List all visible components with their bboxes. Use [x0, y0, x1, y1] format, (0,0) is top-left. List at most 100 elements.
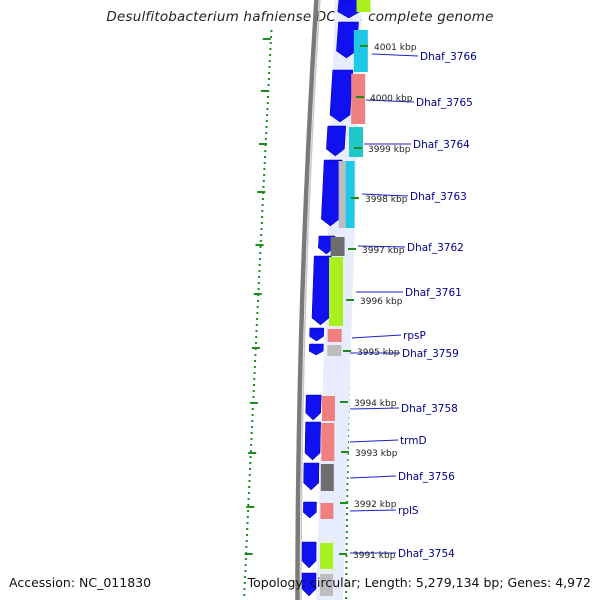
- gene-label-dhaf_3758: Dhaf_3758: [401, 403, 458, 415]
- gc-dot: [346, 495, 349, 497]
- gc-dot: [262, 180, 265, 182]
- gc-dot: [257, 282, 260, 284]
- gc-dot: [245, 540, 248, 542]
- gc-dot: [249, 468, 251, 470]
- gc-dot: [253, 366, 256, 368]
- kbp-tick-mark: [339, 553, 347, 555]
- gc-dot: [347, 441, 349, 443]
- gc-dot: [266, 102, 269, 104]
- gene-label-rpsp: rpsP: [403, 330, 426, 342]
- cog-box-10: [327, 345, 342, 356]
- leader-line-10: [349, 439, 399, 443]
- gc-dot: [270, 30, 273, 32]
- gc-dot: [252, 402, 255, 404]
- gene-arrow-14: [301, 541, 317, 569]
- gc-dot: [246, 516, 249, 518]
- gene-arrow-4: [326, 125, 347, 157]
- gc-dot: [250, 444, 253, 446]
- cog-box-3: [351, 74, 366, 124]
- gene-arrow-5: [321, 159, 343, 227]
- kbp-tick-mark: [341, 451, 349, 453]
- gc-dot: [345, 543, 348, 545]
- gc-dot: [259, 246, 262, 248]
- gc-dot: [345, 597, 348, 599]
- kbp-label: 3992 kbp: [354, 500, 397, 510]
- cog-box-13: [320, 464, 334, 491]
- gc-dot: [247, 504, 250, 506]
- gc-dot: [345, 579, 348, 581]
- gc-dot: [345, 555, 348, 557]
- gc-dot: [244, 564, 247, 566]
- cog-box-12: [321, 423, 335, 461]
- gc-dot: [269, 54, 272, 56]
- gene-arrow-3: [329, 69, 354, 123]
- gc-dot: [248, 486, 251, 488]
- gc-dot: [247, 492, 250, 494]
- gc-dot: [245, 546, 248, 548]
- map-title: Desulfitobacterium hafniense DCB-2, comp…: [106, 9, 494, 25]
- gc-dot: [247, 498, 250, 500]
- gc-dot: [254, 348, 257, 350]
- leader-line-9: [349, 407, 400, 410]
- gene-label-dhaf_3754: Dhaf_3754: [398, 548, 455, 560]
- cog-box-16: [320, 574, 334, 596]
- gc-dot: [258, 270, 261, 272]
- gc-dot: [264, 156, 266, 158]
- gene-label-dhaf_3763: Dhaf_3763: [410, 191, 467, 203]
- gc-dot: [265, 132, 268, 134]
- kbp-label: 3993 kbp: [355, 449, 398, 459]
- gc-dot: [258, 276, 261, 278]
- kbp-label: 3996 kbp: [360, 297, 403, 307]
- kbp-tick-mark: [340, 401, 348, 403]
- leader-line-4: [361, 193, 409, 197]
- ruler-dash-10: [246, 506, 255, 508]
- accession-label: Accession: NC_011830: [9, 575, 152, 590]
- gc-dot: [256, 318, 259, 320]
- gc-dot: [250, 438, 253, 440]
- kbp-labels: 4001 kbp 4000 kbp 3999 kbp 3998 kbp 3997 kbp…: [339, 43, 417, 561]
- ruler-dash-3: [259, 143, 267, 145]
- kbp-tick-mark: [360, 45, 368, 47]
- gc-dot: [248, 474, 251, 476]
- gene-arrow-10: [305, 394, 322, 421]
- gc-dot: [268, 60, 271, 62]
- kbp-tick-mark: [356, 96, 364, 98]
- gc-dot: [249, 456, 252, 458]
- gc-dot: [257, 294, 260, 296]
- gc-dot: [245, 552, 248, 554]
- gene-arrow-13: [303, 501, 317, 519]
- cog-box-2: [353, 30, 368, 72]
- gc-dot: [264, 144, 267, 146]
- gc-dot: [261, 210, 264, 212]
- gc-dot: [255, 336, 258, 338]
- cog-box-1: [356, 0, 371, 12]
- gc-dot: [270, 36, 273, 38]
- leader-line-7: [351, 334, 402, 339]
- gc-dot: [259, 240, 262, 242]
- cog-box-11: [321, 396, 335, 421]
- leader-line-5: [357, 245, 406, 248]
- backbone-highlight: [300, 0, 321, 600]
- gc-dot: [345, 531, 348, 533]
- gc-dot: [263, 168, 266, 170]
- gene-label-dhaf_3766: Dhaf_3766: [420, 51, 477, 63]
- gc-dot: [345, 519, 348, 521]
- gc-dot: [267, 96, 269, 98]
- gc-dot: [268, 66, 271, 68]
- gc-dot: [256, 312, 259, 314]
- gene-label-dhaf_3762: Dhaf_3762: [407, 242, 464, 254]
- cog-box-7: [330, 237, 345, 256]
- gc-dot: [267, 84, 270, 86]
- kbp-tick-mark: [354, 147, 362, 149]
- gc-dot: [263, 162, 266, 164]
- gc-dot: [251, 414, 254, 416]
- kbp-tick-mark: [340, 502, 348, 504]
- gc-dot: [257, 300, 259, 302]
- kbp-tick-mark: [346, 299, 354, 301]
- ruler-dash-2: [260, 90, 269, 92]
- gc-dot: [261, 198, 264, 200]
- gc-dot: [263, 174, 266, 176]
- cog-box-5: [338, 161, 346, 228]
- ruler-dash-11: [244, 553, 253, 555]
